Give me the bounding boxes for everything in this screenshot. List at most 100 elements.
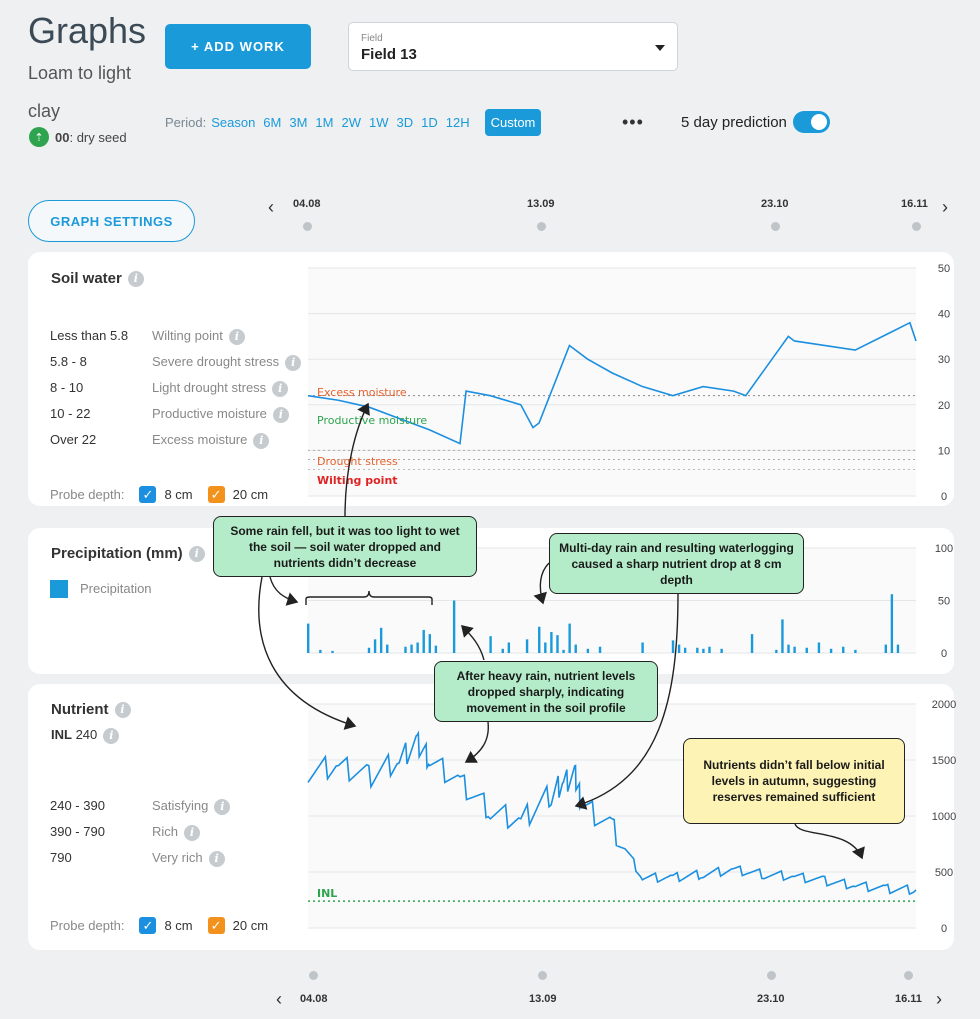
info-icon[interactable]: i <box>214 798 231 815</box>
callout-heavy-rain: After heavy rain, nutrient levels droppe… <box>434 661 658 722</box>
precipitation-bar <box>507 642 511 653</box>
nutrient-title: Nutrient <box>51 701 109 718</box>
info-icon[interactable]: i <box>127 271 144 288</box>
precipitation-bar <box>373 639 377 653</box>
y-tick-label: 40 <box>938 309 950 321</box>
period-label: Period: <box>165 114 207 130</box>
timeline-handle[interactable] <box>904 971 913 980</box>
info-icon[interactable]: i <box>228 328 245 345</box>
timeline-handle[interactable] <box>771 222 780 231</box>
y-tick-label: 1000 <box>932 811 956 823</box>
graph-settings-button[interactable]: GRAPH SETTINGS <box>28 200 195 242</box>
y-tick-label: 0 <box>941 491 947 503</box>
timeline-handle[interactable] <box>303 222 312 231</box>
y-tick-label: 1500 <box>932 755 956 767</box>
add-work-button[interactable]: + ADD WORK <box>165 24 311 69</box>
timeline-date: 04.08 <box>300 993 328 1005</box>
precipitation-legend-label: Precipitation <box>80 581 152 596</box>
timeline-handle[interactable] <box>537 222 546 231</box>
info-icon[interactable]: i <box>272 406 289 423</box>
timeline-handle[interactable] <box>912 222 921 231</box>
precipitation-bar <box>720 648 723 653</box>
soil-type-label: Loam to light clay <box>28 63 132 121</box>
callout-autumn: Nutrients didn’t fall below initial leve… <box>683 738 905 824</box>
growth-stage: ⇡ 00 : dry seed <box>29 127 127 147</box>
info-icon[interactable]: i <box>103 727 120 744</box>
timeline-handle[interactable] <box>767 971 776 980</box>
legend-range: 240 - 390 <box>50 798 105 813</box>
info-icon[interactable]: i <box>188 546 205 563</box>
legend-desc: Light drought stress i <box>152 380 289 397</box>
arrow-to-nutrient-rise <box>258 576 357 730</box>
zone-label-wilting: Wilting point <box>317 474 398 487</box>
precipitation-bar <box>428 634 431 653</box>
timeline-prev-icon[interactable]: ‹ <box>276 989 282 1009</box>
info-icon[interactable]: i <box>184 824 201 841</box>
precipitation-bar <box>896 644 900 653</box>
probe-20cm-checkbox[interactable]: ✓ <box>207 917 225 934</box>
probe-depth: Probe depth: ✓ 8 cm ✓ 20 cm <box>50 486 268 503</box>
y-tick-label: 50 <box>938 263 950 275</box>
period-option-1w[interactable]: 1W <box>368 114 389 130</box>
y-tick-label: 30 <box>938 354 950 366</box>
info-icon[interactable]: i <box>114 702 131 719</box>
probe-8cm-checkbox[interactable]: ✓ <box>139 486 157 503</box>
info-icon[interactable]: i <box>253 432 270 449</box>
prediction-toggle[interactable] <box>793 111 830 133</box>
legend-range: 390 - 790 <box>50 824 105 839</box>
timeline-handle[interactable] <box>538 971 547 980</box>
info-icon[interactable]: i <box>208 850 225 867</box>
series-line <box>307 730 917 896</box>
precipitation-legend-swatch[interactable] <box>50 580 68 598</box>
probe-20cm-checkbox[interactable]: ✓ <box>207 486 225 503</box>
precipitation-bar <box>683 647 687 653</box>
timeline-next-icon[interactable]: › <box>936 989 942 1009</box>
zone-label-productive: Productive moisture <box>317 414 428 427</box>
period-option-custom[interactable]: Custom <box>484 108 542 136</box>
period-option-6m[interactable]: 6M <box>263 114 282 130</box>
timeline-date: 13.09 <box>527 198 555 210</box>
field-select-label: Field <box>361 33 383 44</box>
arrow-to-autumn-level <box>794 823 865 860</box>
legend-desc-text: Satisfying <box>152 798 209 813</box>
precipitation-bar <box>404 646 407 653</box>
period-option-season[interactable]: Season <box>211 114 256 130</box>
toggle-knob <box>811 114 827 130</box>
precipitation-bar <box>750 634 754 653</box>
timeline-date: 16.11 <box>901 198 928 210</box>
precipitation-bar <box>890 594 894 653</box>
more-options-button[interactable]: ••• <box>622 112 644 132</box>
precipitation-bar <box>379 627 383 653</box>
legend-desc-text: Productive moisture <box>152 406 267 421</box>
arrow-to-soil-water <box>344 402 370 517</box>
info-icon[interactable]: i <box>272 380 289 397</box>
precipitation-bar <box>702 648 705 653</box>
precipitation-bar <box>671 640 675 653</box>
period-option-3m[interactable]: 3M <box>289 114 308 130</box>
timeline-prev-icon[interactable]: ‹ <box>268 197 274 217</box>
field-select-value: Field 13 <box>361 46 417 63</box>
period-option-1m[interactable]: 1M <box>315 114 334 130</box>
period-option-3d[interactable]: 3D <box>396 114 414 130</box>
soil-water-chart[interactable]: 0 10 20 30 40 50 <box>307 263 950 503</box>
legend-range: 790 <box>50 850 72 865</box>
period-option-12h[interactable]: 12H <box>445 114 470 130</box>
timeline-next-icon[interactable]: › <box>942 197 948 217</box>
timeline-date: 13.09 <box>529 993 557 1005</box>
probe-8cm-checkbox[interactable]: ✓ <box>139 917 157 934</box>
precipitation-bar <box>416 642 419 653</box>
legend-desc: Productive moisture i <box>152 406 289 423</box>
timeline-date: 16.11 <box>895 993 922 1005</box>
legend-desc-text: Excess moisture <box>152 432 248 447</box>
probe-depth: Probe depth: ✓ 8 cm ✓ 20 cm <box>50 917 268 934</box>
y-tick-label: 50 <box>938 596 950 608</box>
precipitation-bar <box>677 644 681 653</box>
precipitation-bar <box>525 639 529 653</box>
period-option-1d[interactable]: 1D <box>421 114 438 130</box>
legend-range: 5.8 - 8 <box>50 354 87 369</box>
field-select[interactable]: Field Field 13 <box>348 22 678 71</box>
timeline-handle[interactable] <box>309 971 318 980</box>
info-icon[interactable]: i <box>285 354 302 371</box>
light-rain-brace <box>305 590 433 605</box>
period-option-2w[interactable]: 2W <box>341 114 361 130</box>
